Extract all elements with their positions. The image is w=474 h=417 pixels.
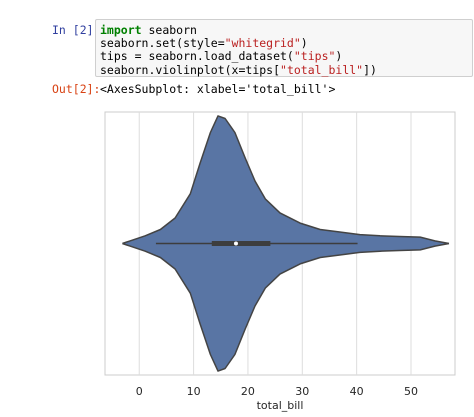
median-dot: [233, 241, 238, 246]
code-text: seaborn.set(style=: [100, 36, 225, 51]
violin-lower: [122, 242, 450, 372]
output-text: <AxesSubplot: xlabel='total_bill'>: [100, 82, 336, 96]
code-text: ): [335, 49, 343, 64]
string: "total_bill": [280, 62, 364, 77]
x-tick-label: 50: [404, 385, 418, 398]
code-text: ]): [363, 62, 377, 77]
x-tick-label: 10: [187, 385, 201, 398]
string: "whitegrid": [224, 36, 301, 51]
violin-upper: [122, 115, 450, 245]
input-prompt: In [2]:: [52, 23, 101, 37]
string: "tips": [293, 49, 336, 64]
x-tick-label: 40: [350, 385, 364, 398]
code-text: ): [300, 36, 308, 51]
code-line: tips = seaborn.load_dataset("tips"): [100, 50, 472, 63]
keyword: import: [100, 23, 142, 37]
code-text: tips = seaborn.load_dataset(: [100, 49, 294, 64]
code-line: seaborn.set(style="whitegrid"): [100, 37, 472, 50]
output-prompt: Out[2]:: [52, 82, 101, 96]
x-tick-label: 0: [136, 385, 143, 398]
x-axis-label: total_bill: [257, 399, 304, 412]
x-tick-label: 30: [295, 385, 309, 398]
code-text: seaborn.violinplot(x=tips[: [100, 62, 281, 77]
code-text: seaborn: [141, 23, 197, 37]
code-line: import seaborn: [100, 23, 472, 37]
code-line: seaborn.violinplot(x=tips["total_bill"]): [100, 62, 472, 77]
x-tick-label: 20: [241, 385, 255, 398]
code-cell[interactable]: import seaborn seaborn.set(style="whiteg…: [95, 19, 473, 77]
